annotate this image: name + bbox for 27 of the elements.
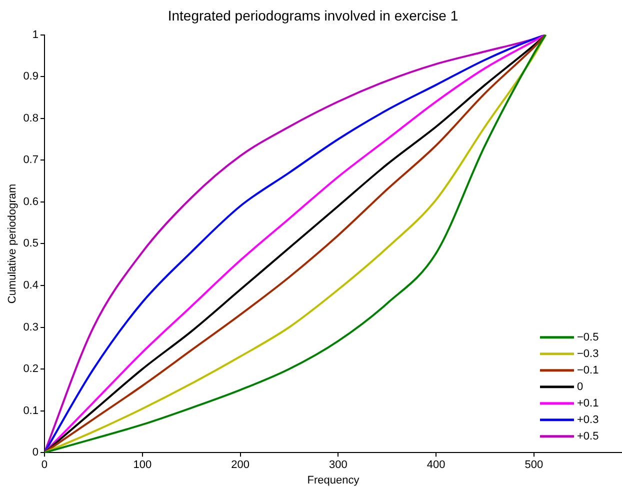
x-tick-label: 100: [133, 459, 152, 472]
x-tick-label: 400: [426, 459, 446, 472]
y-tick-label: 1: [32, 28, 38, 41]
legend-label: +0.1: [577, 397, 599, 410]
x-axis-title: Frequency: [307, 474, 360, 486]
legend-label: +0.5: [577, 430, 599, 442]
y-tick-label: 0.9: [23, 70, 38, 83]
legend-label: 0: [577, 380, 584, 393]
x-tick-label: 200: [231, 459, 250, 472]
y-tick-label: 0.7: [23, 154, 38, 166]
chart-title: Integrated periodograms involved in exercise 1: [168, 7, 458, 24]
x-tick-label: 0: [41, 459, 48, 472]
y-tick-label: 0.1: [23, 404, 38, 417]
y-tick-label: 0.2: [23, 363, 38, 376]
y-tick-label: 0.6: [23, 196, 38, 208]
y-tick-label: 0.3: [23, 321, 38, 334]
legend-label: −0.5: [577, 331, 599, 344]
legend-label: −0.3: [577, 348, 599, 360]
legend-label: +0.3: [577, 414, 599, 426]
y-axis-title: Cumulative periodogram: [6, 184, 19, 304]
y-tick-label: 0.5: [23, 238, 38, 250]
y-tick-label: 0: [32, 446, 38, 459]
legend-label: −0.1: [577, 364, 599, 376]
y-tick-label: 0.8: [23, 112, 38, 124]
y-tick-label: 0.4: [23, 280, 38, 292]
x-tick-label: 300: [328, 459, 348, 472]
x-tick-label: 500: [524, 459, 544, 472]
